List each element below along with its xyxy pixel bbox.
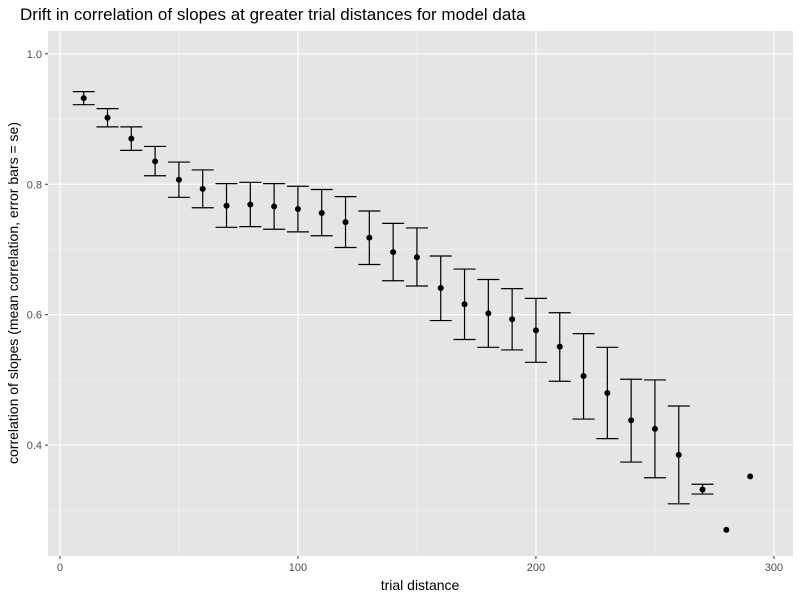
plot-panel (48, 31, 793, 556)
data-point (80, 95, 87, 102)
y-tick-label: 0.4 (27, 440, 42, 452)
x-axis-ticks: 0 100 200 300 (57, 556, 783, 574)
data-point (628, 417, 635, 424)
data-point (152, 158, 159, 165)
data-point (485, 310, 492, 317)
y-tick-label: 1.0 (27, 49, 42, 61)
data-point (247, 201, 254, 208)
data-point (556, 343, 563, 350)
data-point (271, 203, 278, 210)
data-point (437, 284, 444, 291)
major-gridlines (48, 31, 793, 556)
data-point (651, 425, 658, 432)
chart-title: Drift in correlation of slopes at greate… (20, 5, 526, 24)
y-tick-label: 0.8 (27, 179, 42, 191)
data-point (461, 301, 468, 308)
data-point (532, 327, 539, 334)
data-point (128, 135, 135, 142)
y-axis-ticks: 0.4 0.6 0.8 1.0 (27, 49, 48, 452)
data-point (104, 114, 111, 121)
minor-gridlines (48, 31, 793, 556)
data-point (390, 249, 397, 256)
x-tick-label: 300 (765, 562, 783, 574)
data-point (509, 316, 516, 323)
y-tick-label: 0.6 (27, 310, 42, 322)
x-tick-label: 100 (289, 562, 307, 574)
data-point (413, 254, 420, 261)
x-tick-label: 0 (57, 562, 63, 574)
data-point (318, 209, 325, 216)
data-point (199, 185, 206, 192)
data-point (223, 202, 230, 209)
x-tick-label: 200 (527, 562, 545, 574)
data-point (747, 473, 754, 480)
data-point (675, 451, 682, 458)
x-axis-title: trial distance (381, 577, 460, 593)
data-point (604, 389, 611, 396)
data-point (580, 373, 587, 379)
y-axis-title: correlation of slopes (mean correlation,… (5, 122, 21, 464)
data-point (699, 486, 706, 493)
data-point (294, 206, 301, 213)
data-point (342, 219, 349, 226)
data-point (175, 176, 182, 183)
data-point (723, 526, 730, 533)
data-point (366, 234, 373, 241)
data-points (80, 95, 754, 533)
